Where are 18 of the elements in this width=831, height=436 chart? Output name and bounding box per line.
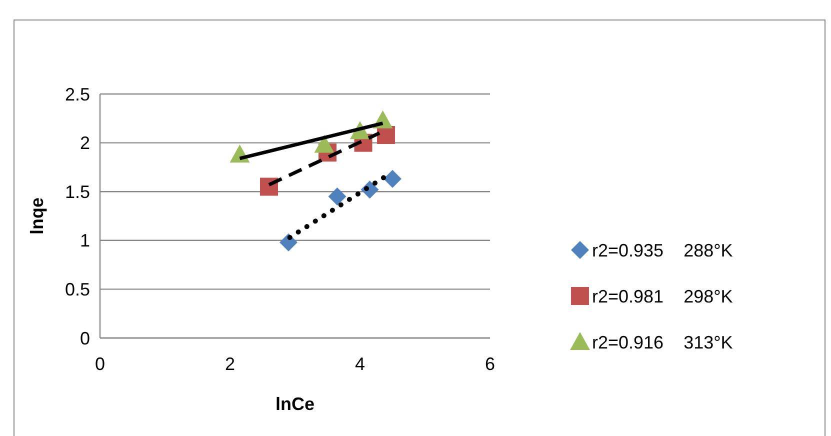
- y-tick-label: 0.5: [64, 280, 90, 300]
- x-tick-label: 2: [224, 354, 236, 374]
- y-axis-title: lnqe: [27, 197, 47, 235]
- y-tick-label: 2.5: [64, 84, 90, 104]
- point: [384, 170, 402, 188]
- point: [328, 187, 346, 206]
- legend-label: r2=0.981 298°K: [592, 286, 733, 306]
- y-tick-label: 1.5: [64, 182, 90, 202]
- point: [314, 134, 334, 153]
- x-tick-label: 0: [94, 354, 106, 374]
- y-tick-label: 2: [80, 133, 90, 154]
- y-tick-label: 1: [80, 230, 90, 251]
- legend-label: r2=0.916 313°K: [592, 332, 733, 352]
- legend-label: r2=0.935 288°K: [592, 240, 733, 260]
- x-tick-label: 4: [354, 354, 366, 374]
- y-tick-label: 0: [80, 328, 90, 348]
- x-tick-label: 6: [484, 354, 496, 374]
- x-axis-title: lnCe: [275, 394, 315, 414]
